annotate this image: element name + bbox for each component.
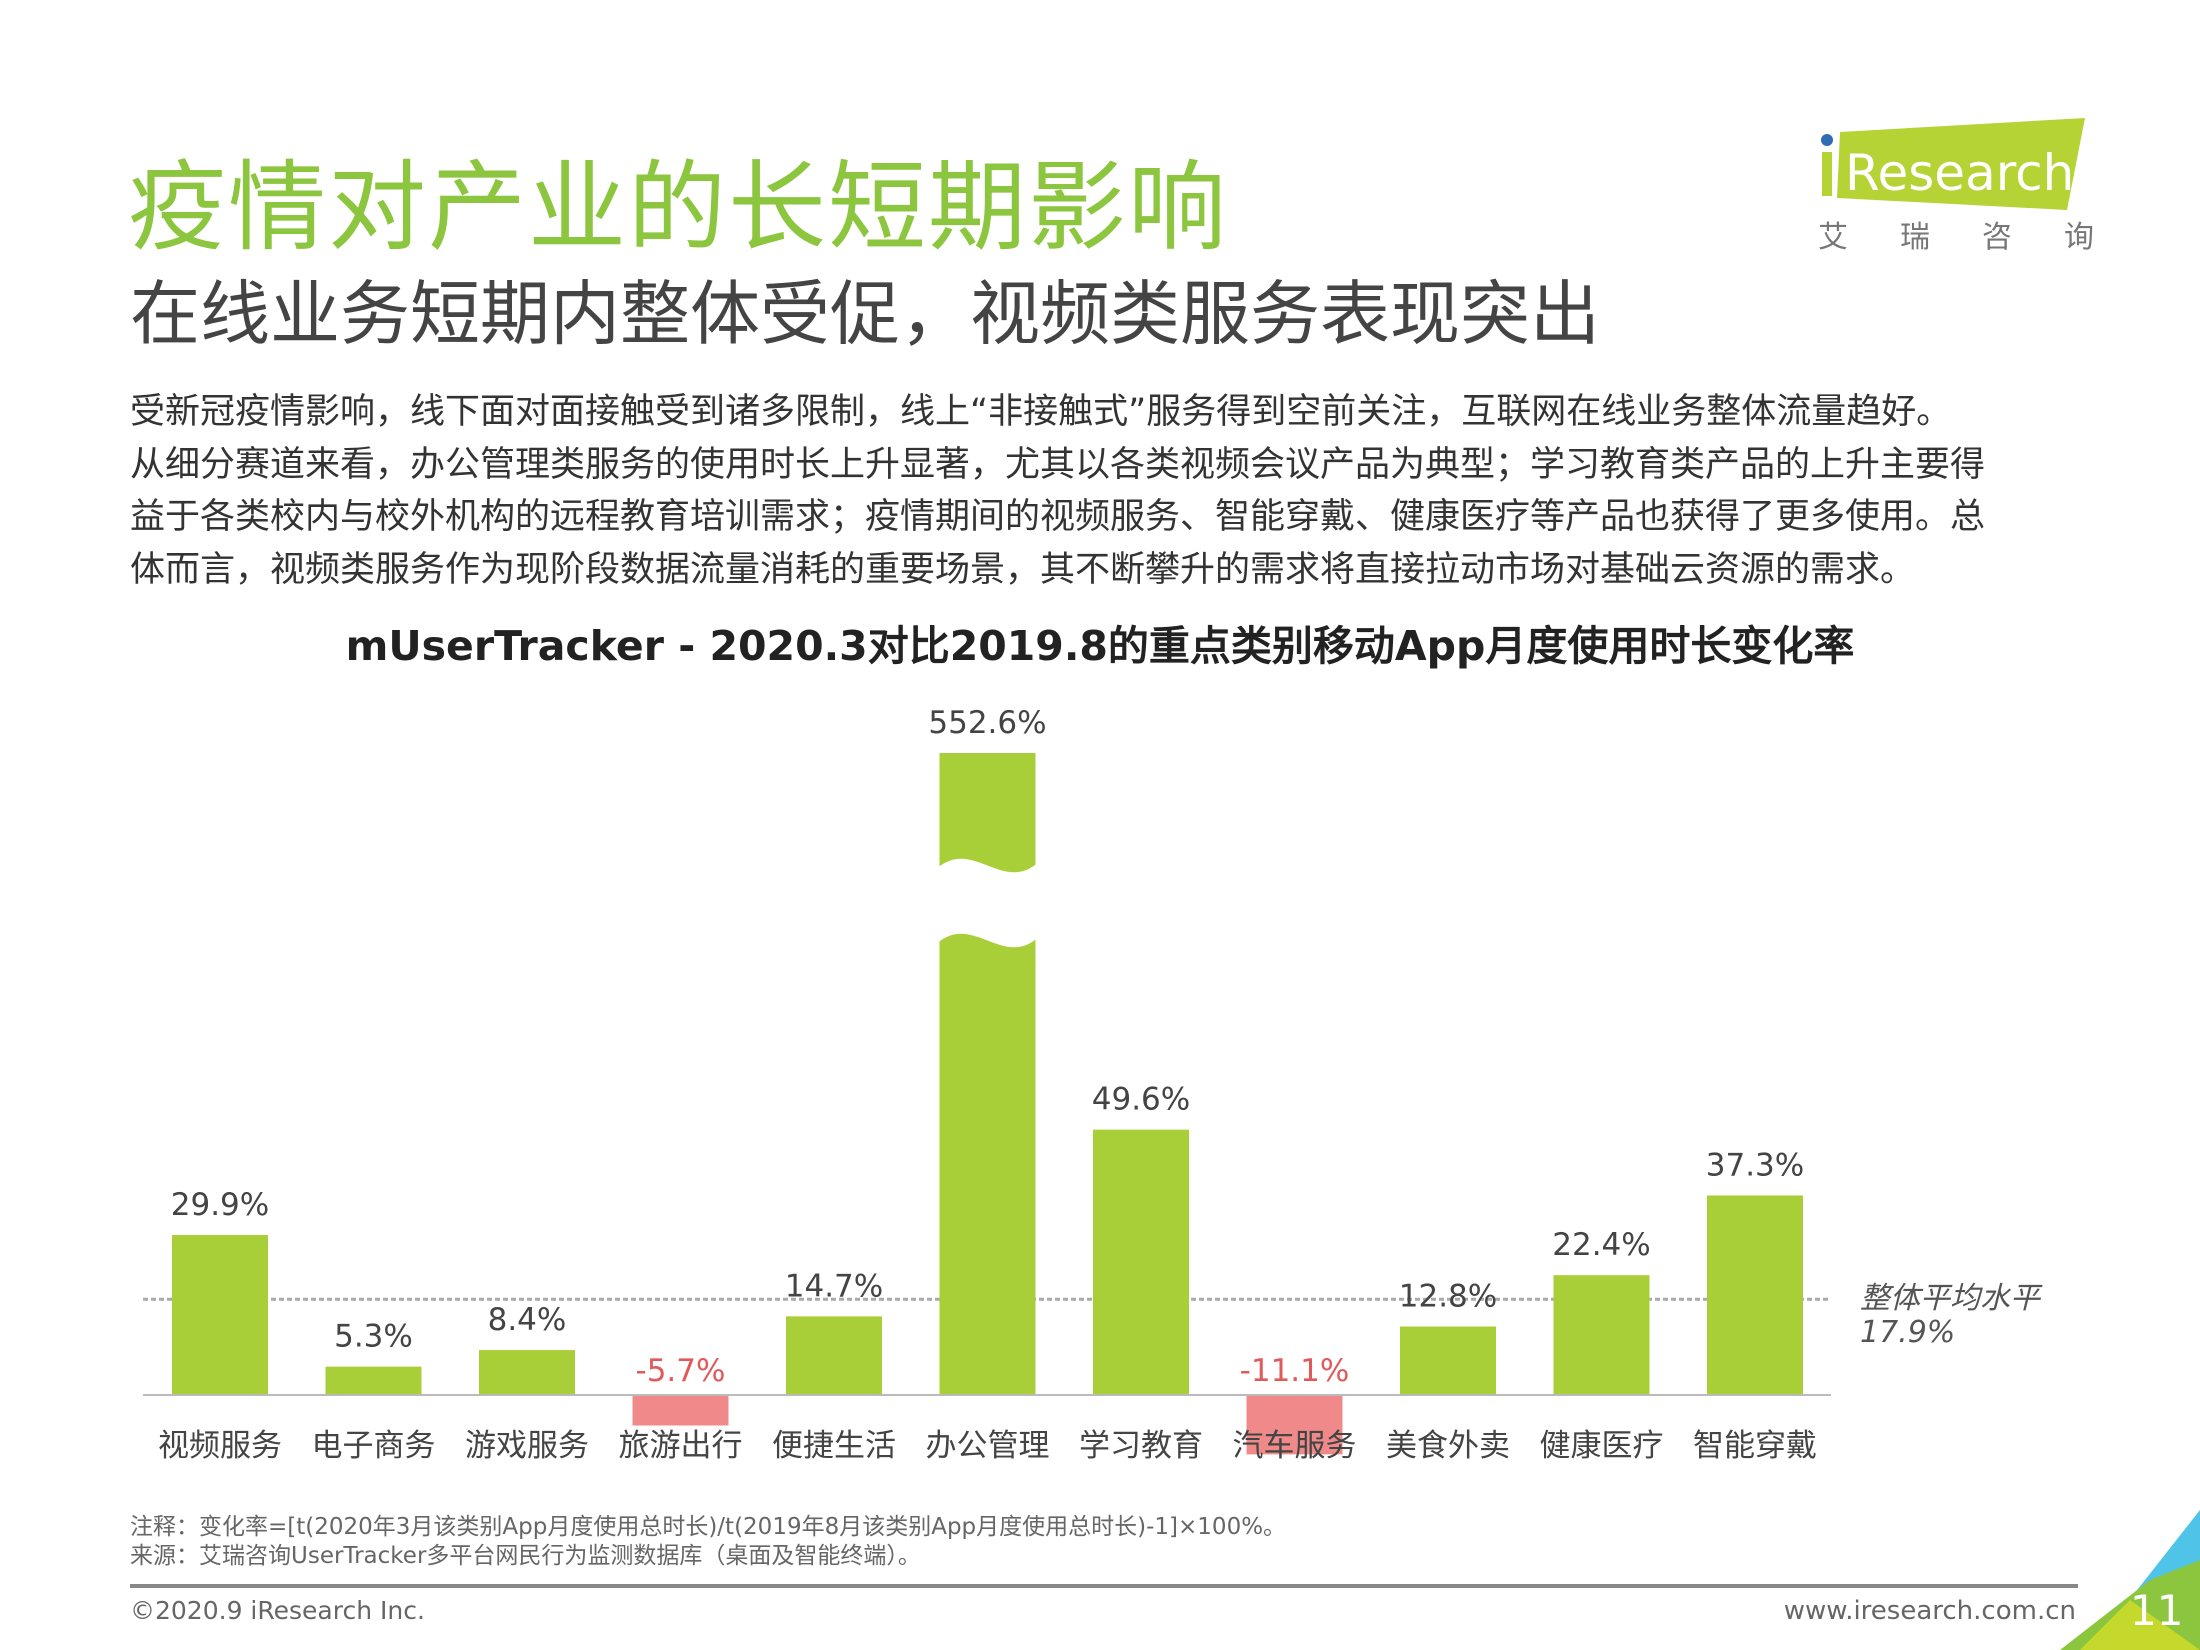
category-label: 便捷生活: [772, 1428, 896, 1464]
svg-text:Research: Research: [1845, 144, 2074, 202]
category-label: 健康医疗: [1540, 1428, 1664, 1464]
value-label: 552.6%: [928, 705, 1046, 741]
bar-8: [1400, 1326, 1496, 1395]
category-label: 汽车服务: [1233, 1428, 1357, 1464]
value-label: 14.7%: [785, 1268, 883, 1304]
category-label: 旅游出行: [619, 1428, 743, 1464]
category-label: 电子商务: [312, 1428, 436, 1464]
page-title: 疫情对产业的长短期影响: [128, 151, 1229, 265]
logo-char: 艾: [1818, 220, 1848, 255]
category-label: 美食外卖: [1386, 1428, 1510, 1464]
chart-title: mUserTracker - 2020.3对比2019.8的重点类别移动App月…: [345, 622, 1855, 670]
bar-5: [939, 753, 1036, 1395]
bar-0: [172, 1235, 268, 1395]
note-formula: 注释：变化率=[t(2020年3月该类别App月度使用总时长)/t(2019年8…: [130, 1514, 1287, 1540]
value-label: 37.3%: [1706, 1147, 1804, 1183]
value-label: 29.9%: [171, 1187, 269, 1223]
value-label: 49.6%: [1092, 1082, 1190, 1118]
body-line: 体而言，视频类服务作为现阶段数据流量消耗的重要场景，其不断攀升的需求将直接拉动市…: [130, 549, 1916, 590]
notes: 注释：变化率=[t(2020年3月该类别App月度使用总时长)/t(2019年8…: [130, 1513, 1286, 1571]
value-label: 22.4%: [1552, 1227, 1650, 1263]
value-label: 12.8%: [1399, 1279, 1497, 1315]
logo-char: 询: [2064, 220, 2094, 255]
body-line: 益于各类校内与校外机构的远程教育培训需求；疫情期间的视频服务、智能穿戴、健康医疗…: [130, 497, 1986, 537]
value-label: -5.7%: [636, 1353, 726, 1389]
bar-9: [1553, 1275, 1650, 1395]
bar-10: [1707, 1195, 1803, 1395]
category-label: 办公管理: [926, 1428, 1050, 1464]
logo-char: 咨: [1982, 220, 2012, 255]
axis-break: [937, 858, 1038, 948]
value-label: 8.4%: [488, 1302, 567, 1338]
value-label: -11.1%: [1240, 1353, 1350, 1389]
bar-1: [325, 1366, 422, 1395]
page-subtitle: 在线业务短期内整体受促，视频类服务表现突出: [130, 273, 1600, 355]
footer-divider: [130, 1584, 2078, 1588]
category-label: 智能穿戴: [1693, 1428, 1817, 1464]
value-label: 5.3%: [334, 1319, 413, 1355]
category-label: 学习教育: [1079, 1428, 1203, 1464]
copyright: ©2020.9 iResearch Inc.: [130, 1596, 425, 1625]
bar-3: [632, 1395, 729, 1426]
category-label: 游戏服务: [465, 1428, 589, 1464]
body-line: 受新冠疫情影响，线下面对面接触受到诸多限制，线上“非接触式”服务得到空前关注，互…: [130, 392, 1952, 432]
website-link[interactable]: www.iresearch.com.cn: [1783, 1596, 2076, 1626]
page-number: 11: [2130, 1586, 2184, 1635]
logo-char: 瑞: [1900, 220, 1930, 255]
bar-6: [1093, 1129, 1189, 1395]
bar-2: [479, 1350, 575, 1395]
average-label: 整体平均水平: [1860, 1281, 2043, 1316]
iresearch-logo: Research: [1821, 118, 2085, 210]
body-line: 从细分赛道来看，办公管理类服务的使用时长上升显著，尤其以各类视频会议产品为典型；…: [130, 444, 1986, 485]
bar-7: [1246, 1395, 1343, 1455]
logo-chinese: 艾 瑞 咨 询: [1818, 212, 2094, 256]
bar-4: [786, 1316, 882, 1395]
note-source: 来源：艾瑞咨询UserTracker多平台网民行为监测数据库（桌面及智能终端）。: [130, 1543, 921, 1569]
body-text: 受新冠疫情影响，线下面对面接触受到诸多限制，线上“非接触式”服务得到空前关注，互…: [130, 386, 2090, 596]
average-value: 17.9%: [1860, 1315, 1955, 1350]
category-label: 视频服务: [158, 1428, 282, 1464]
